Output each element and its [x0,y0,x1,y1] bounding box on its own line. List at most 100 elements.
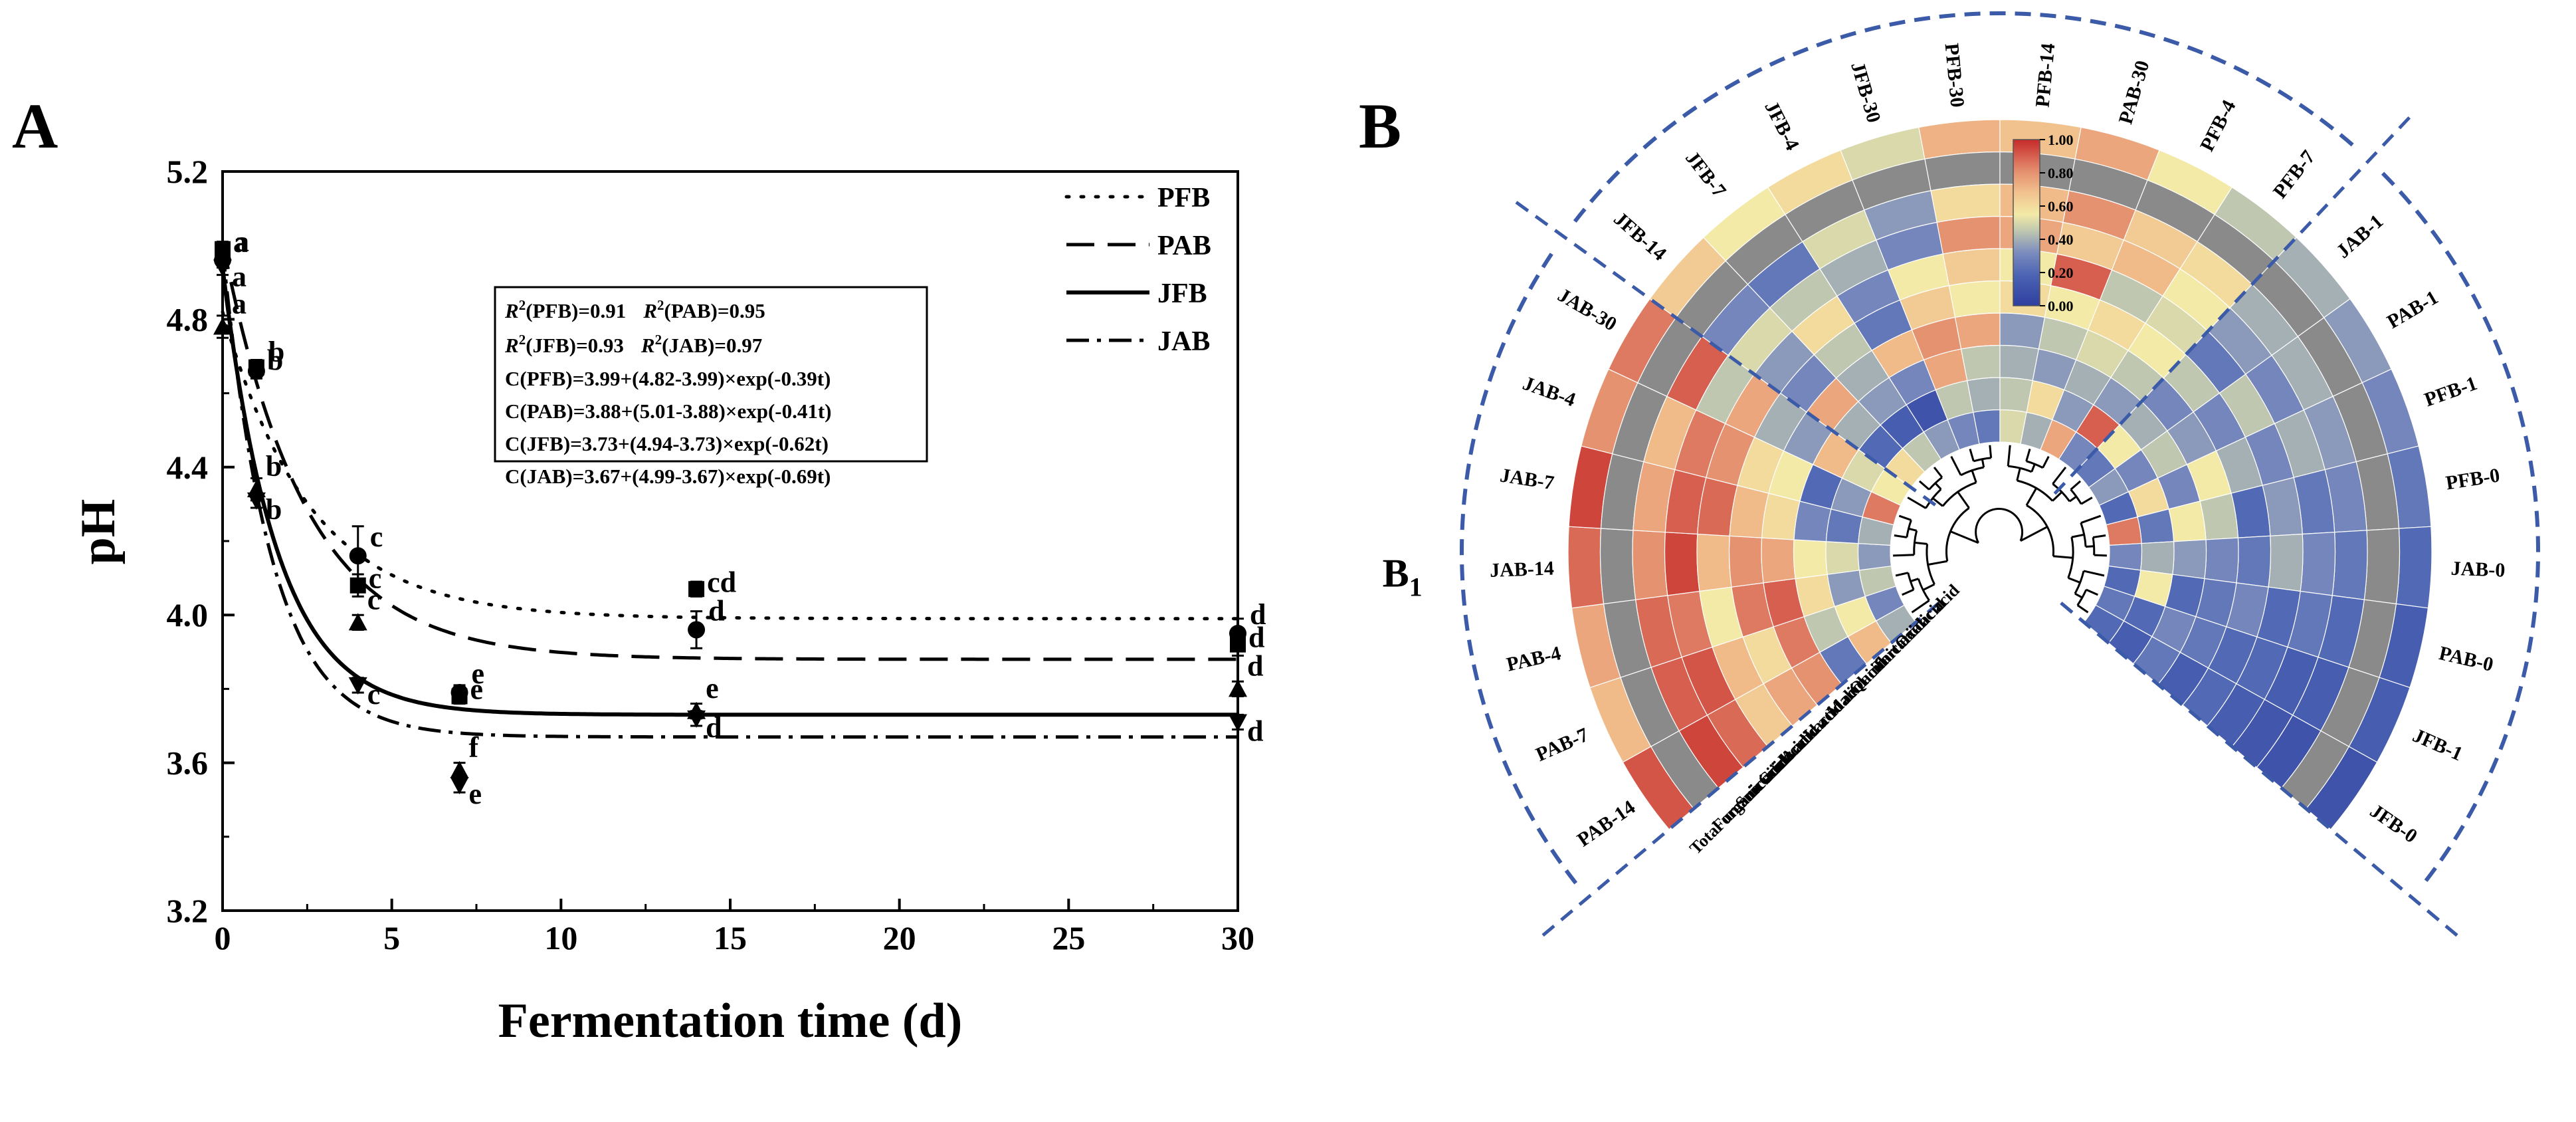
dendrogram-branch [2070,489,2082,505]
fit-equation: C(JFB)=3.73+(4.94-3.73)×exp(-0.62t) [505,432,829,455]
dendrogram-branch [1917,578,1930,602]
significance-label: a [235,225,249,257]
sample-label: JFB-7 [1681,147,1730,201]
y-tick-label: 4.8 [167,300,209,338]
dendrogram-branch [1898,514,1912,521]
marker-pab [1230,636,1246,653]
sample-label: JAB-7 [1498,464,1555,494]
dendrogram-branch [2026,460,2044,469]
group-divider-line [2053,115,2412,495]
y-tick-label: 4.4 [167,449,209,486]
heatmap-cell [1960,344,2001,382]
significance-label: c [367,583,381,616]
significance-label: b [266,450,282,483]
sample-label: JAB-30 [1554,284,1621,335]
dendrogram-branch [2080,497,2093,505]
dendrogram-branch [2067,536,2074,579]
dendrogram-branch [2008,465,2032,473]
sample-label: PAB-1 [2383,286,2442,333]
dendrogram-branch [1928,560,1948,566]
heatmap-cell [1948,280,2001,318]
dendrogram-branch [1895,572,1909,577]
dendrogram-branch [2052,467,2067,485]
x-tick-label: 15 [714,919,747,956]
heatmap-cell [1696,533,1732,592]
group-divider-line [1540,602,1940,938]
dendrogram [1893,445,2107,614]
dendrogram-branch [2080,514,2102,524]
dendrogram-branch [1908,527,1917,532]
heatmap-cell [2236,535,2272,588]
marker-jab [450,776,469,794]
dendrogram-branch [1893,554,1914,557]
x-tick-label: 25 [1052,919,1085,956]
x-tick-label: 5 [383,919,400,956]
marker-jab [687,710,706,728]
colorbar: 0.00 0.20 0.40 0.60 0.80 1.00 [2013,132,2074,314]
r-squared-value: =0.95 [718,299,765,322]
sample-label: PAB-14 [1573,796,1639,851]
fit-curve-jfb [221,267,1238,717]
y-tick-label: 5.2 [167,153,209,190]
dendrogram-branch [2068,577,2081,584]
dendrogram-branch [1932,497,1943,507]
marker-jab [247,492,266,510]
significance-label: d [1247,649,1263,682]
sample-label: JFB-0 [2366,800,2421,847]
heatmap-cell [1857,542,1892,571]
r-squared-superscript: 2 [519,297,526,313]
colorbar-bar [2013,139,2040,306]
sample-label: JAB-4 [1520,372,1578,411]
sample-label: JFB-1 [2409,725,2466,766]
heatmap-cell [1599,528,1636,605]
sample-label: PFB-1 [2422,372,2480,411]
dendrogram-branch [2068,495,2077,503]
sample-label: JFB-14 [1609,207,1670,265]
x-axis-title: Fermentation time (d) [498,994,963,1048]
dendrogram-branch [1989,445,1993,458]
sample-label: JFB-4 [1760,98,1803,154]
heatmap-cell [1761,537,1796,584]
significance-label: b [266,493,282,526]
significance-label: a [232,288,247,320]
marker-pab [451,688,468,705]
sample-label: PFB-0 [2444,464,2502,494]
heatmap-cell [1967,377,2001,413]
heatmap-cell [2172,539,2207,580]
heatmap-cell [2363,528,2401,605]
heatmap-cell [2268,533,2304,592]
sample-label: JAB-0 [2450,558,2506,582]
marker-jfb [450,760,469,778]
group-arc [2381,171,2541,885]
colorbar-tick-label: 0.60 [2048,198,2074,215]
axes: 0 5 10 15 20 25 30 3.2 3.6 4.0 4.4 4.8 5.2 [167,153,1255,956]
heatmap-cell [1664,532,1700,596]
legend-label-jfb: JFB [1157,279,1207,309]
significance-label: c [369,562,382,595]
significance-label: e [469,778,482,810]
marker-jab [348,677,367,695]
panel-a: A 0 5 10 15 20 25 30 3.2 3.6 4.0 4.4 4.8 5.2 Ferment… [12,90,1266,1048]
colorbar-tick-label: 0.00 [2048,298,2074,314]
significance-label: c [370,520,383,553]
y-axis-title: pH [71,499,126,565]
sample-label: JAB-14 [1490,557,1555,581]
legend-label-pfb: PFB [1157,183,1210,213]
dendrogram-branch [2092,534,2106,538]
dendrogram-branch [2052,491,2063,502]
dendrogram-branch [1910,578,1919,583]
panel-b-letter: B [1359,90,1401,162]
dendrogram-branch [2007,445,2011,467]
x-tick-label: 10 [544,919,577,956]
x-tick-label: 20 [883,919,916,956]
r-squared-line: R2(JFB)=0.93 R2(JAB)=0.97 [504,332,762,357]
dendrogram-branch [1971,470,1977,483]
heatmap-cell [1954,312,2001,350]
circular-heatmap [1567,119,2432,830]
dendrogram-branch [1894,534,1908,538]
marker-jab [1229,714,1247,732]
dendrogram-branch [2071,533,2085,538]
r-squared-value: =0.91 [578,299,626,322]
